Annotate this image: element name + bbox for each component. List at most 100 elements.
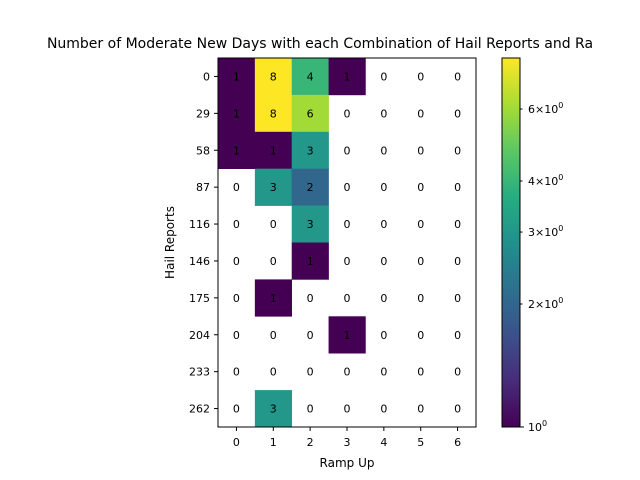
- cell-value-label: 0: [454, 70, 461, 83]
- cell-value-label: 2: [307, 181, 314, 194]
- cell-value-label: 0: [307, 329, 314, 342]
- cell-value-label: 0: [417, 107, 424, 120]
- cell-value-label: 0: [417, 218, 424, 231]
- x-tick-label: 5: [417, 436, 424, 449]
- cell-value-label: 0: [417, 144, 424, 157]
- y-axis-ticks: 0 29 58 87 116 146 175 204 233 262: [189, 70, 218, 416]
- y-tick-label: 146: [189, 255, 210, 268]
- cell-value-label: 0: [380, 366, 387, 379]
- y-tick-label: 262: [189, 403, 210, 416]
- heatmap-cell: [218, 94, 256, 133]
- cell-value-label: 0: [233, 403, 240, 416]
- x-tick-label: 2: [307, 436, 314, 449]
- cell-value-label: 0: [233, 366, 240, 379]
- cell-value-label: 6: [307, 107, 314, 120]
- x-tick-label: 4: [380, 436, 387, 449]
- y-tick-label: 175: [189, 292, 210, 305]
- y-tick-label: 58: [196, 144, 210, 157]
- cell-value-label: 1: [270, 292, 277, 305]
- y-tick-label: 0: [203, 70, 210, 83]
- y-tick-label: 116: [189, 218, 210, 231]
- cell-value-label: 0: [380, 107, 387, 120]
- heatmap-cell: [328, 58, 366, 96]
- colorbar-tick-label: 6×100: [528, 101, 563, 116]
- cell-value-label: 1: [344, 70, 351, 83]
- cell-value-label: 0: [307, 403, 314, 416]
- cell-value-label: 0: [344, 107, 351, 120]
- cell-value-label: 3: [270, 181, 277, 194]
- cell-value-label: 0: [380, 403, 387, 416]
- x-tick-label: 1: [270, 436, 277, 449]
- cell-value-label: 3: [307, 144, 314, 157]
- heatmap-cell: [291, 205, 329, 243]
- x-tick-label: 0: [233, 436, 240, 449]
- cell-value-label: 8: [270, 70, 277, 83]
- cell-value-label: 0: [417, 329, 424, 342]
- cell-value-label: 0: [380, 255, 387, 268]
- heatmap-cell: [291, 168, 329, 206]
- heatmap-cell: [291, 242, 329, 280]
- cell-value-label: 0: [344, 255, 351, 268]
- heatmap-cell: [291, 131, 329, 169]
- cell-value-label: 0: [380, 70, 387, 83]
- cell-value-label: 0: [417, 255, 424, 268]
- cell-value-label: 0: [454, 403, 461, 416]
- cell-value-label: 3: [270, 403, 277, 416]
- heatmap-cell: [254, 131, 293, 169]
- cell-value-label: 0: [454, 292, 461, 305]
- cell-value-label: 0: [270, 366, 277, 379]
- heatmap-cell: [254, 58, 293, 96]
- cell-value-label: 0: [344, 144, 351, 157]
- cell-value-label: 0: [380, 329, 387, 342]
- cell-value-label: 0: [270, 255, 277, 268]
- cell-value-label: 0: [417, 181, 424, 194]
- cell-value-label: 0: [344, 366, 351, 379]
- cell-value-label: 0: [417, 292, 424, 305]
- heatmap-cell: [254, 94, 293, 133]
- heatmap-cells: [218, 58, 366, 428]
- cell-value-label: 8: [270, 107, 277, 120]
- heatmap-cell: [254, 279, 293, 317]
- cell-value-label: 0: [233, 329, 240, 342]
- cell-value-label: 0: [233, 218, 240, 231]
- cell-value-label: 0: [454, 329, 461, 342]
- x-tick-label: 3: [344, 436, 351, 449]
- x-axis-label: Ramp Up: [320, 456, 375, 470]
- y-tick-label: 87: [196, 181, 210, 194]
- colorbar-tick-label: 2×100: [528, 296, 563, 311]
- heatmap-cell: [218, 58, 256, 96]
- y-tick-label: 204: [189, 329, 210, 342]
- heatmap-cell: [254, 168, 293, 206]
- cell-value-label: 0: [233, 181, 240, 194]
- x-tick-label: 6: [454, 436, 461, 449]
- heatmap-cell: [218, 131, 256, 169]
- cell-value-label: 0: [344, 403, 351, 416]
- cell-value-label: 0: [233, 292, 240, 305]
- cell-value-label: 0: [380, 292, 387, 305]
- y-tick-label: 233: [189, 366, 210, 379]
- cell-value-label: 4: [307, 70, 314, 83]
- colorbar-tick-label: 100: [528, 419, 547, 434]
- cell-value-label: 0: [344, 181, 351, 194]
- cell-value-label: 0: [417, 70, 424, 83]
- cell-value-label: 0: [454, 366, 461, 379]
- cell-value-label: 1: [233, 70, 240, 83]
- cell-value-label: 0: [454, 181, 461, 194]
- heatmap-cell: [291, 58, 329, 96]
- cell-value-label: 0: [454, 144, 461, 157]
- cell-value-label: 1: [270, 144, 277, 157]
- cell-value-label: 0: [454, 218, 461, 231]
- cell-value-label: 0: [454, 107, 461, 120]
- y-axis-label: Hail Reports: [163, 206, 177, 279]
- cell-value-label: 0: [270, 329, 277, 342]
- cell-value-label: 0: [380, 218, 387, 231]
- cell-value-label: 0: [380, 144, 387, 157]
- colorbar-ticks: 100 2×100 3×100 4×100 6×100: [520, 101, 563, 434]
- colorbar-tick-label: 4×100: [528, 173, 563, 188]
- heatmap-cell: [254, 390, 293, 428]
- cell-value-label: 3: [307, 218, 314, 231]
- cell-value-label: 0: [417, 366, 424, 379]
- cell-value-label: 0: [270, 218, 277, 231]
- cell-value-label: 0: [307, 292, 314, 305]
